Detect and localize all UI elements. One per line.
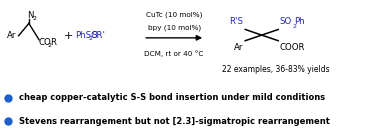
Text: 2: 2: [33, 16, 37, 21]
Text: Ph: Ph: [294, 17, 305, 26]
Text: DCM, rt or 40 °C: DCM, rt or 40 °C: [144, 50, 204, 57]
Text: R'S: R'S: [229, 17, 243, 26]
Text: 2: 2: [292, 24, 296, 29]
Text: N: N: [27, 11, 33, 20]
Text: COOR: COOR: [279, 44, 305, 52]
Text: Ar: Ar: [7, 31, 16, 40]
Text: SR': SR': [91, 31, 105, 40]
Text: SO: SO: [279, 17, 291, 26]
Text: +: +: [64, 31, 73, 41]
Text: Ar: Ar: [234, 44, 243, 52]
Text: 2: 2: [48, 43, 52, 48]
Text: R: R: [50, 38, 56, 47]
Text: CuTc (10 mol%): CuTc (10 mol%): [146, 12, 202, 18]
Text: CO: CO: [39, 38, 51, 47]
Text: Stevens rearrangement but not [2.3]-sigmatropic rearrangement: Stevens rearrangement but not [2.3]-sigm…: [19, 117, 330, 126]
Text: PhSO: PhSO: [76, 31, 98, 40]
Text: bpy (10 mol%): bpy (10 mol%): [147, 25, 201, 31]
Text: 22 examples, 36-83% yields: 22 examples, 36-83% yields: [222, 65, 329, 74]
Text: 2: 2: [89, 36, 93, 41]
Text: cheap copper-catalytic S-S bond insertion under mild conditions: cheap copper-catalytic S-S bond insertio…: [19, 93, 325, 102]
